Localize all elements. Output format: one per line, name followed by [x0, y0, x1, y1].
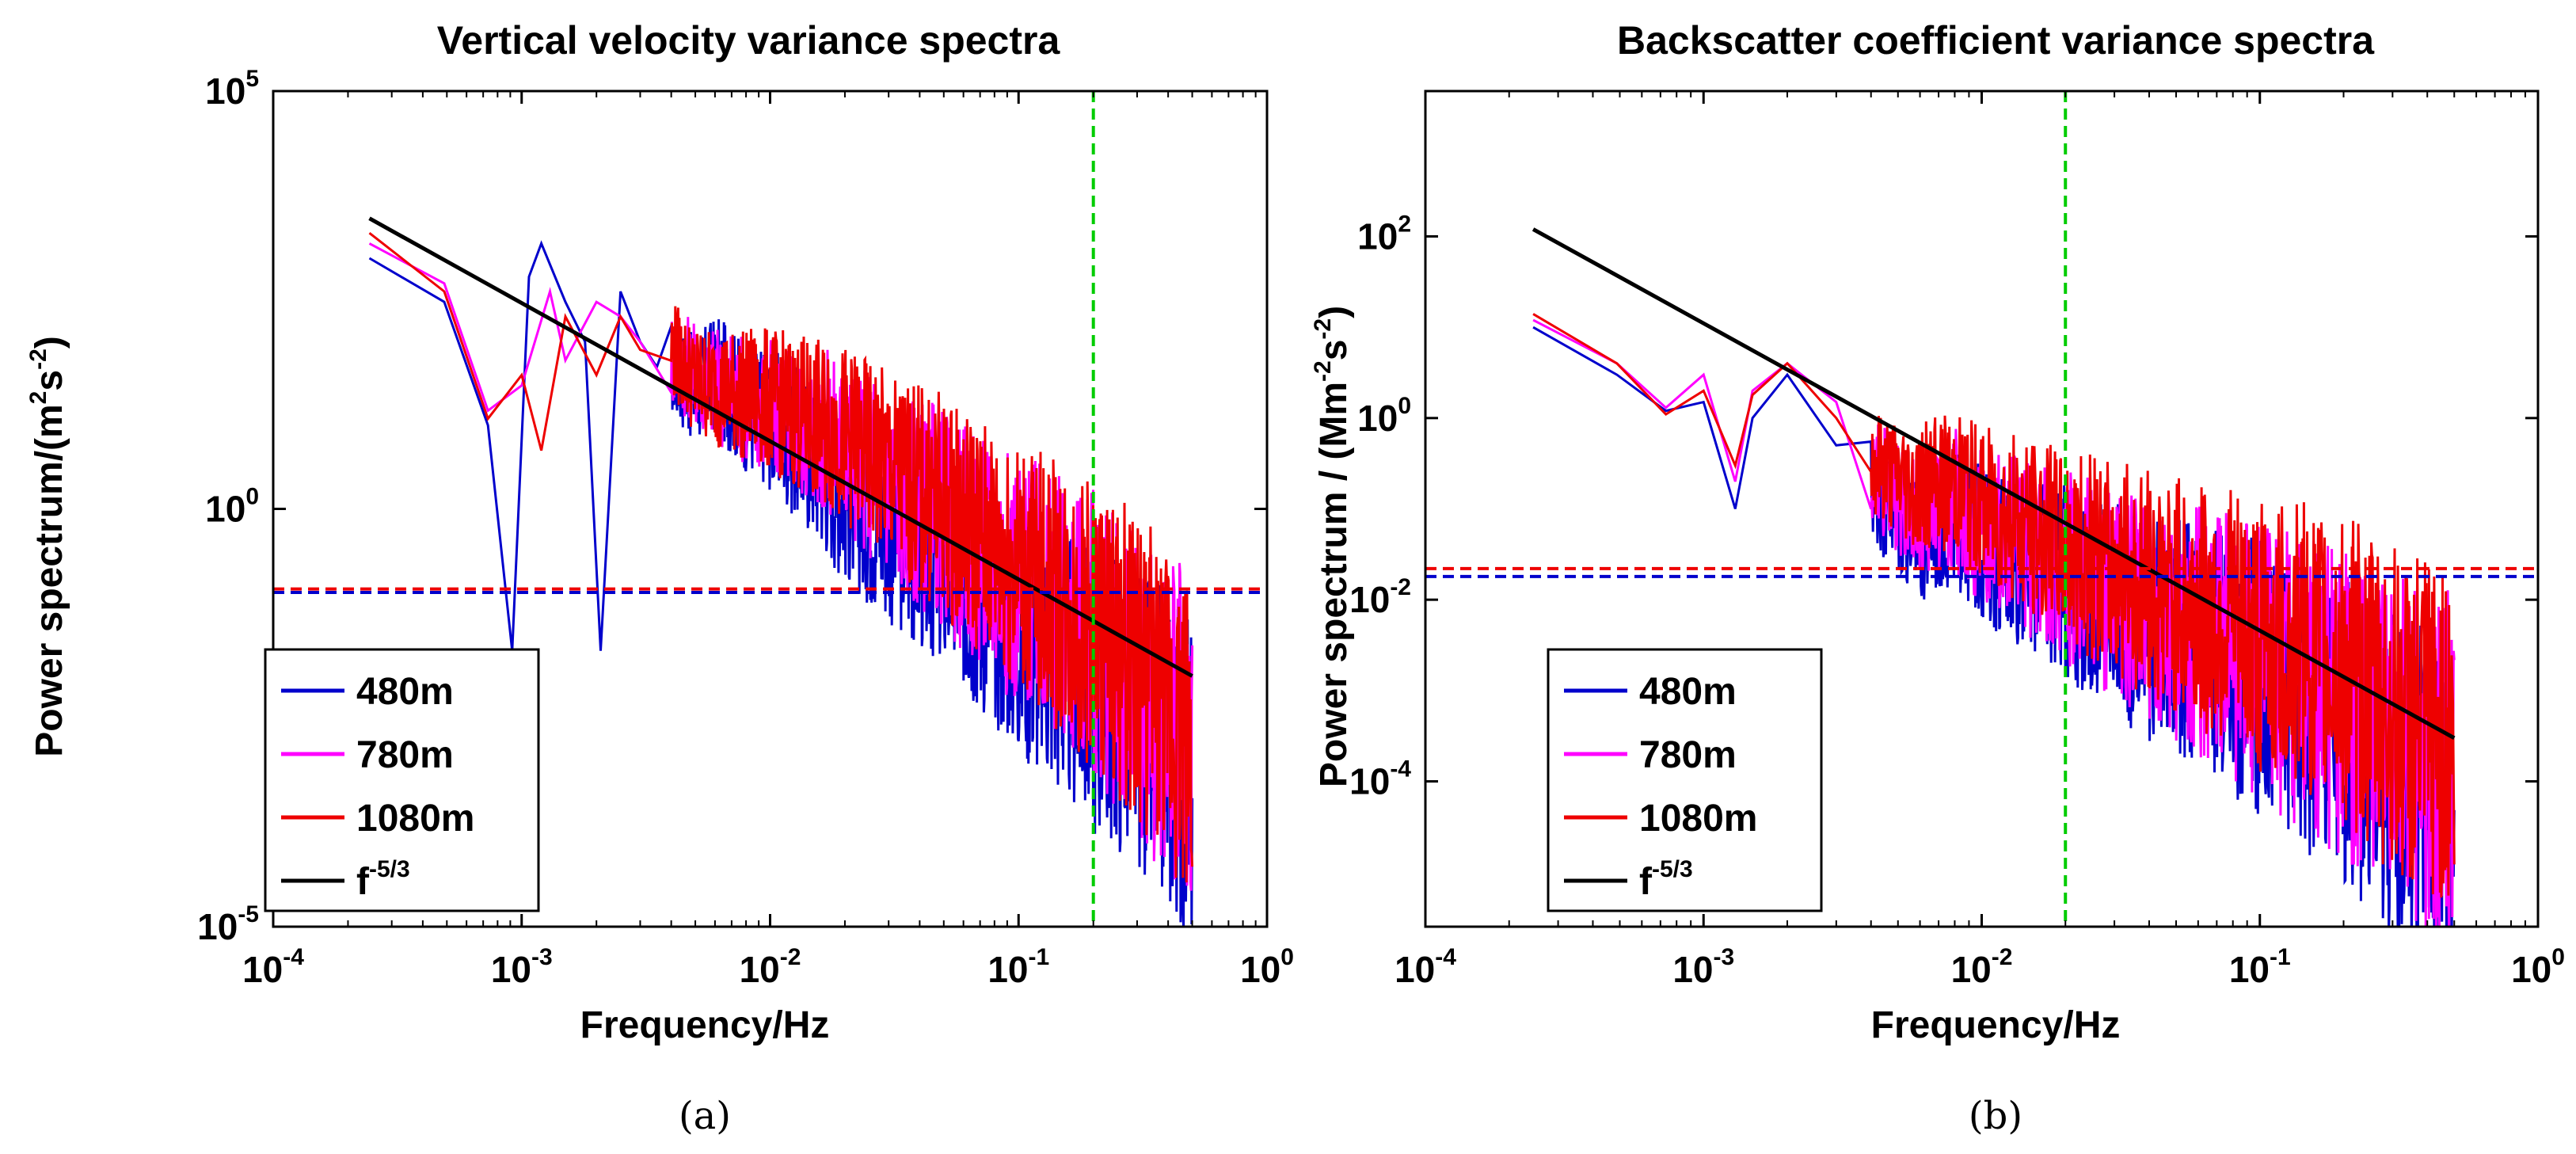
plot-data — [1425, 91, 2538, 927]
legend-label: 1080m — [1639, 798, 1757, 840]
legend: 480m 780m 1080m f-5/3 — [264, 648, 540, 912]
series-line-1080m — [368, 232, 1194, 883]
y-axis-label-sup-2: -2 — [1310, 318, 1336, 340]
plot-data — [273, 91, 1267, 927]
panel-b: Backscatter coefficient variance spectra… — [1310, 18, 2565, 1138]
y-tick-label: 105 — [205, 66, 259, 112]
legend-label: f-5/3 — [356, 856, 410, 903]
x-axis-label: Frequency/Hz — [1871, 1004, 2121, 1046]
x-tick-label: 10-1 — [2229, 944, 2291, 990]
x-tick-label: 100 — [2511, 944, 2565, 990]
legend: 480m 780m 1080m f-5/3 — [1547, 648, 1823, 912]
y-tick-label: 100 — [1357, 393, 1411, 439]
series-line-f53 — [1532, 227, 2456, 740]
x-tick-label: 10-2 — [740, 944, 801, 990]
y-axis-label-tail: ) — [1313, 306, 1355, 318]
x-tick-label: 10-1 — [987, 944, 1049, 990]
legend-label: 780m — [1639, 734, 1737, 776]
legend-label: 1080m — [356, 798, 474, 840]
panel-a: Vertical velocity variance spectra 10-4 1… — [25, 18, 1294, 1138]
y-axis-label-sup-2: -2 — [25, 348, 51, 370]
panel-caption: (b) — [1969, 1094, 2022, 1138]
x-tick-label: 10-4 — [1395, 944, 1456, 990]
y-axis-label-main: Power spectrum / (Mm — [1313, 382, 1355, 787]
legend-label: 480m — [1639, 671, 1737, 713]
plot-area: 10-4 10-3 10-2 10-1 100 10-5 100 105 480m 780m 108… — [197, 66, 1294, 990]
chart-title: Backscatter coefficient variance spectra — [1617, 18, 2375, 63]
x-tick-label: 100 — [1240, 944, 1294, 990]
y-tick-label: 10-4 — [1349, 756, 1411, 802]
y-axis-label-mid: s — [1313, 340, 1355, 361]
x-tick-label: 10-4 — [242, 944, 304, 990]
y-tick-label: 10-2 — [1349, 574, 1411, 620]
series-line-f53 — [368, 216, 1193, 678]
y-axis-label: Power spectrum/(m2s-2) — [25, 336, 70, 757]
panel-caption: (a) — [679, 1094, 731, 1138]
y-axis-label-tail: ) — [29, 336, 70, 348]
x-tick-label: 10-2 — [1951, 944, 2013, 990]
y-axis-label-main: Power spectrum/(m — [29, 404, 70, 756]
plot-area: 10-4 10-3 10-2 10-1 100 10-4 10-2 100 102 480m 780… — [1349, 90, 2565, 990]
chart-title: Vertical velocity variance spectra — [437, 18, 1061, 63]
series-line-1080m — [1532, 313, 2456, 898]
y-axis-label-sup-1: 2 — [25, 391, 51, 405]
y-tick-label: 100 — [205, 484, 259, 530]
x-tick-label: 10-3 — [491, 944, 553, 990]
y-tick-label: 10-5 — [197, 901, 259, 947]
x-axis-label: Frequency/Hz — [580, 1004, 830, 1046]
y-axis-label-sup-1: -2 — [1310, 360, 1336, 382]
x-tick-label: 10-3 — [1672, 944, 1734, 990]
legend-label: 780m — [356, 734, 454, 776]
y-axis-label-mid: s — [29, 370, 70, 391]
y-tick-label: 102 — [1357, 211, 1411, 257]
legend-label: 480m — [356, 671, 454, 713]
legend-label: f-5/3 — [1639, 856, 1693, 903]
y-axis-label: Power spectrum / (Mm-2s-2) — [1310, 306, 1355, 787]
